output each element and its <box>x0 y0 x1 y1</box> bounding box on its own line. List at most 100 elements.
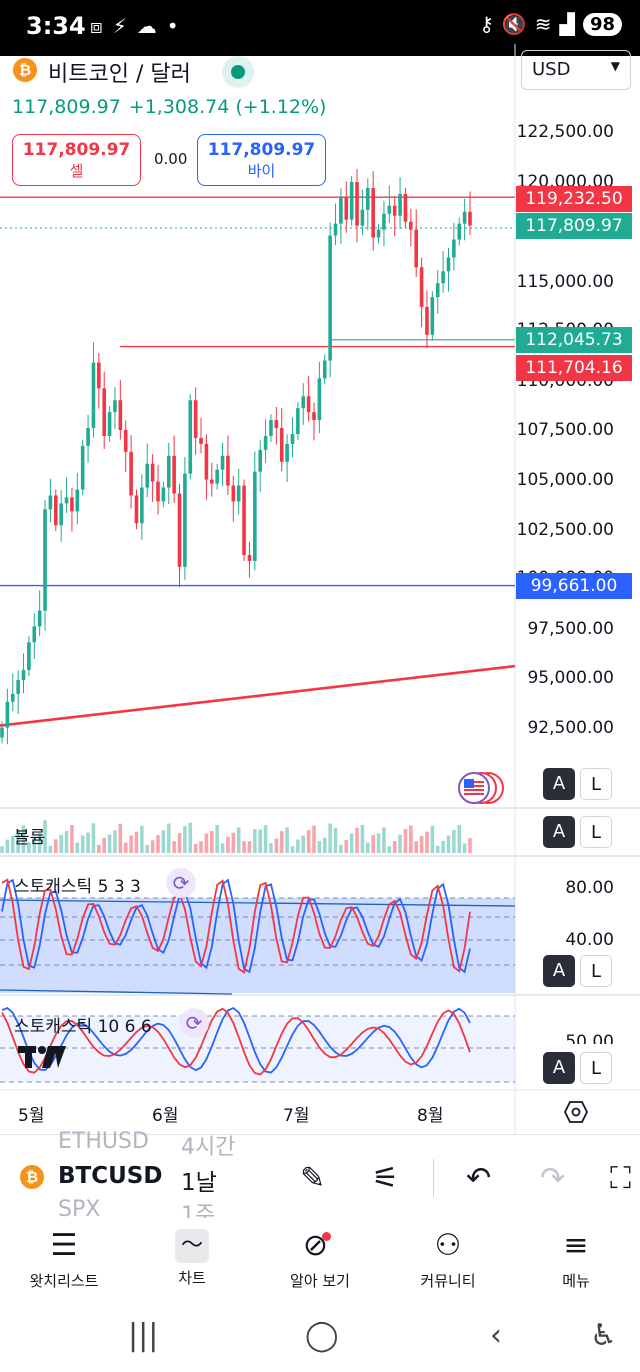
volume-bar <box>107 834 112 853</box>
resistance-price-tag[interactable]: 119,232.50 <box>516 186 632 212</box>
accessibility-icon[interactable]: ♿ <box>590 1318 617 1353</box>
price-axis-label: 105,000.00 <box>516 470 614 490</box>
interval-scroll-prev[interactable]: 4시간 <box>181 1135 236 1160</box>
volume-bar <box>419 835 424 853</box>
interval-selector[interactable]: 1날 <box>181 1170 217 1196</box>
back-icon[interactable]: ‹ <box>490 1318 502 1353</box>
fullscreen-icon[interactable]: ⛶ <box>610 1161 631 1196</box>
refresh-icon[interactable]: ⟳ <box>179 1008 209 1038</box>
symbol-scroll-prev[interactable]: ETHUSD <box>58 1129 149 1154</box>
candle-body <box>425 306 429 335</box>
nav-label: 차트 <box>178 1269 206 1287</box>
candle-body <box>328 235 332 361</box>
volume-log-button[interactable]: L <box>580 816 612 848</box>
volume-bar <box>134 831 139 853</box>
price-axis-label: 95,000.00 <box>527 668 614 688</box>
stoch1-auto-button[interactable]: A <box>543 955 575 987</box>
volume-bar <box>462 843 467 853</box>
stoch2-log-button[interactable]: L <box>580 1052 612 1084</box>
nav-watchlist[interactable]: ☰ 왓치리스트 <box>0 1226 128 1291</box>
buy-price: 117,809.97 <box>207 140 316 160</box>
currency-select[interactable]: USD ▼ <box>521 50 631 90</box>
volume-bar <box>425 831 429 853</box>
chart-icon: 〜 <box>175 1229 209 1263</box>
volume-bar <box>242 841 246 853</box>
volume-bar <box>317 840 322 853</box>
symbol-title[interactable]: 비트코인 / 달러 <box>48 62 191 87</box>
candle-body <box>129 451 133 496</box>
candle-body <box>457 223 462 240</box>
volume-bar <box>382 827 386 853</box>
candle-body <box>312 412 316 421</box>
nav-label: 알아 보기 <box>290 1272 350 1290</box>
candle-body <box>64 497 69 504</box>
volume-bar <box>349 833 354 853</box>
chart-settings-icon[interactable] <box>563 1100 589 1124</box>
cloud-icon: ☁ <box>136 14 157 38</box>
volume-auto-button[interactable]: A <box>543 816 575 848</box>
candle-body <box>220 455 225 470</box>
volume-bar <box>16 830 20 853</box>
candle-body <box>183 473 187 567</box>
log-scale-button[interactable]: L <box>580 768 612 800</box>
nav-community[interactable]: ⚇ 커뮤니티 <box>384 1226 512 1291</box>
stoch1-log-button[interactable]: L <box>580 955 612 987</box>
candle-body <box>360 209 365 226</box>
candle-body <box>140 487 144 524</box>
support-red-price-tag[interactable]: 111,704.16 <box>516 355 632 381</box>
auto-scale-button[interactable]: A <box>543 768 575 800</box>
bottom-navigation: ☰ 왓치리스트 〜 차트 ⊘ 알아 보기 ⚇ 커뮤니티 ≡ 메뉴 <box>0 1218 640 1302</box>
current-price-tag[interactable]: 117,809.97 <box>516 213 632 239</box>
undo-icon[interactable]: ↶ <box>466 1161 492 1196</box>
interval-scroll-next[interactable]: 1주 <box>181 1203 216 1219</box>
chart-toolbar: ETHUSD 4시간 ₿ BTCUSD 1날 SPX 1주 ✎ ⚟ ↶ ↷ ⛶ <box>0 1129 640 1219</box>
volume-bar <box>43 820 47 853</box>
candle-body <box>403 193 408 222</box>
nav-menu[interactable]: ≡ 메뉴 <box>512 1226 640 1291</box>
volume-bar <box>86 832 90 853</box>
drawing-pen-icon[interactable]: ✎ <box>300 1161 326 1196</box>
stoch1-level-label: 40.00 <box>565 930 614 950</box>
candle-body <box>231 485 236 502</box>
candle-body <box>430 297 435 335</box>
volume-bar <box>312 825 316 853</box>
indicator-settings-icon[interactable]: ⚟ <box>372 1161 399 1196</box>
sell-button[interactable]: 117,809.97 셀 <box>12 134 141 186</box>
recent-apps-icon[interactable]: ||| <box>128 1318 159 1353</box>
candle-body <box>193 400 198 438</box>
economic-events-icon[interactable] <box>456 771 506 805</box>
nav-explore[interactable]: ⊘ 알아 보기 <box>256 1226 384 1291</box>
volume-label[interactable]: 볼륨 <box>14 828 46 848</box>
nav-chart[interactable]: 〜 차트 <box>128 1226 256 1288</box>
market-open-icon[interactable] <box>222 56 254 88</box>
candle-body <box>290 433 295 444</box>
volume-bar <box>97 844 101 853</box>
volume-bar <box>150 840 155 853</box>
candle-body <box>263 435 268 450</box>
symbol-selector[interactable]: BTCUSD <box>58 1163 163 1189</box>
volume-bar <box>64 830 69 853</box>
nav-label: 왓치리스트 <box>29 1272 99 1290</box>
refresh-icon[interactable]: ⟳ <box>166 868 196 898</box>
candle-body <box>468 211 472 226</box>
volume-bar <box>231 832 236 853</box>
horizontal-line-price-tag[interactable]: 99,661.00 <box>516 573 632 599</box>
volume-bar <box>156 834 160 853</box>
price-chart[interactable] <box>0 44 640 1134</box>
time-axis-label: 7월 <box>283 1106 310 1126</box>
stochastic-2-label[interactable]: 스토캐스틱 10 6 6 <box>14 1017 152 1037</box>
candle-body <box>161 487 166 502</box>
volume-bar <box>376 833 381 853</box>
home-icon[interactable]: ◯ <box>305 1318 339 1353</box>
symbol-scroll-next[interactable]: SPX <box>58 1197 101 1219</box>
stochastic-1-label[interactable]: 스토캐스틱 5 3 3 <box>14 877 141 897</box>
candle-body <box>107 412 112 436</box>
candle-body <box>209 479 214 484</box>
support-price-tag[interactable]: 112,045.73 <box>516 327 632 353</box>
stoch2-auto-button[interactable]: A <box>543 1052 575 1084</box>
candle-body <box>274 420 279 429</box>
candle-body <box>296 408 300 434</box>
redo-icon[interactable]: ↷ <box>540 1161 566 1196</box>
buy-button[interactable]: 117,809.97 바이 <box>197 134 326 186</box>
candle-body <box>27 642 31 671</box>
